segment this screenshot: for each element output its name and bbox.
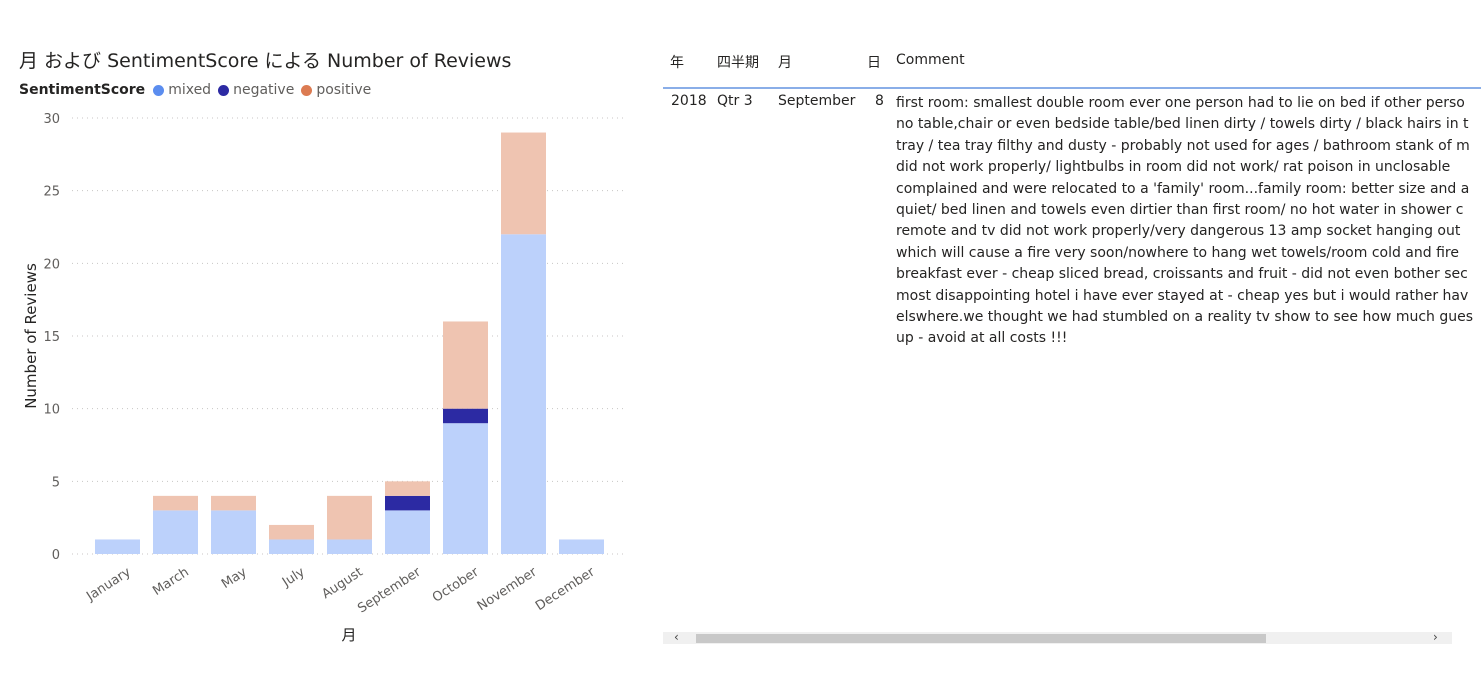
comment-line: quiet/ bed linen and towels even dirtier… (896, 202, 1464, 219)
column-header-day[interactable]: 日 (867, 55, 881, 71)
comment-line: did not work properly/ lightbulbs in roo… (896, 159, 1451, 176)
x-axis-title: 月 (341, 626, 356, 644)
y-tick-label: 25 (43, 185, 60, 200)
comment-line: remote and tv did not work properly/very… (896, 223, 1461, 240)
x-tick-label: May (219, 565, 250, 592)
legend-label-positive: positive (316, 82, 372, 98)
bar-segment-negative[interactable] (443, 408, 488, 424)
comments-table: 年 四半期 月 日 Comment 2018 Qtr 3 September 8… (663, 40, 1481, 650)
x-tick-label: October (430, 564, 482, 605)
legend-title: SentimentScore (19, 82, 146, 98)
cell-comment: first room: smallest double room ever on… (896, 93, 1481, 350)
legend-dot-mixed (153, 84, 165, 96)
bar-segment-positive[interactable] (269, 524, 314, 540)
comment-line: breakfast ever - cheap sliced bread, cro… (896, 266, 1468, 283)
legend-dot-positive (301, 84, 313, 96)
table-header: 年 四半期 月 日 Comment (663, 40, 1481, 89)
horizontal-scrollbar[interactable]: ‹ › (663, 630, 1452, 644)
bar-segment-mixed[interactable] (269, 539, 314, 554)
cell-day: 8 (875, 93, 884, 109)
x-tick-label: March (150, 565, 191, 599)
x-tick-label: September (355, 564, 424, 616)
x-tick-label: January (83, 565, 134, 605)
comment-line: tray / tea tray filthy and dusty - proba… (896, 137, 1470, 154)
bar-segment-positive[interactable] (327, 495, 372, 540)
y-tick-label: 10 (43, 403, 60, 418)
chart-title: 月 および SentimentScore による Number of Revie… (19, 50, 512, 72)
bar-segment-mixed[interactable] (443, 423, 488, 554)
bar-segment-positive[interactable] (385, 481, 430, 496)
cell-quarter: Qtr 3 (717, 93, 753, 109)
stacked-bar-chart: 0 5 10 15 20 25 30 January March May July AugustSep… (22, 112, 625, 644)
column-header-year[interactable]: 年 (670, 55, 684, 71)
comment-line: which will cause a fire very soon/nowher… (896, 244, 1459, 261)
bar-segment-positive[interactable] (501, 132, 546, 235)
bar-segment-positive[interactable] (153, 495, 198, 511)
comment-line: elswhere.we thought we had stumbled on a… (896, 309, 1474, 326)
bar-segment-mixed[interactable] (327, 539, 372, 554)
x-tick-label: November (475, 564, 540, 614)
comment-line: no table,chair or even bedside table/bed… (896, 116, 1469, 133)
comment-line: complained and were relocated to a 'fami… (896, 180, 1470, 197)
bar-segment-positive[interactable] (211, 495, 256, 511)
x-tick-label: July (279, 565, 308, 591)
column-header-quarter[interactable]: 四半期 (717, 55, 759, 71)
bar-segment-mixed[interactable] (95, 539, 140, 554)
bar-segment-mixed[interactable] (385, 510, 430, 554)
comment-line: first room: smallest double room ever on… (896, 95, 1465, 111)
cell-month: September (778, 93, 856, 109)
legend-label-mixed: mixed (168, 82, 212, 98)
bar-segment-negative[interactable] (385, 495, 430, 511)
y-tick-label: 20 (43, 257, 60, 272)
comment-line: most disappointing hotel i have ever sta… (896, 287, 1469, 304)
y-tick-label: 0 (52, 548, 60, 563)
column-header-comment[interactable]: Comment (896, 52, 965, 68)
bar-segment-mixed[interactable] (153, 510, 198, 554)
y-tick-label: 30 (43, 112, 60, 127)
bar-segment-mixed[interactable] (501, 234, 546, 554)
legend-label-negative: negative (233, 82, 295, 98)
legend-dot-negative (218, 84, 230, 96)
x-tick-label: December (533, 564, 598, 614)
bar-segment-mixed[interactable] (211, 510, 256, 554)
y-tick-label: 5 (52, 475, 60, 490)
legend-item-negative[interactable]: negative (218, 82, 294, 98)
cell-year: 2018 (671, 93, 707, 109)
comment-line: up - avoid at all costs !!! (896, 330, 1068, 347)
bar-segment-mixed[interactable] (559, 539, 604, 554)
scroll-thumb[interactable] (696, 634, 1266, 643)
legend-item-mixed[interactable]: mixed (153, 82, 211, 98)
scroll-right-arrow-icon[interactable]: › (1433, 630, 1438, 644)
y-tick-label: 15 (43, 330, 60, 345)
y-axis-title: Number of Reviews (22, 263, 40, 409)
x-tick-label: August (319, 565, 365, 602)
bar-segment-positive[interactable] (443, 321, 488, 409)
chart-legend: SentimentScore mixed negative positive (19, 82, 378, 98)
table-row[interactable]: 2018 Qtr 3 September 8 first room: small… (663, 90, 1481, 360)
column-header-month[interactable]: 月 (778, 55, 792, 71)
scroll-left-arrow-icon[interactable]: ‹ (674, 630, 679, 644)
legend-item-positive[interactable]: positive (301, 82, 371, 98)
